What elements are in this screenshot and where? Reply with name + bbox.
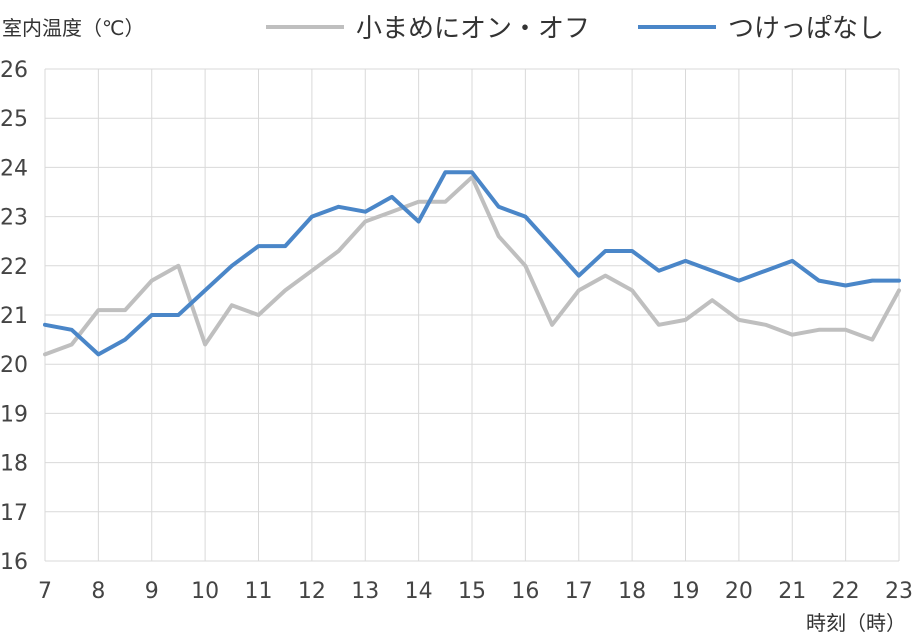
x-tick-label: 14 <box>405 579 433 604</box>
series-line-0 <box>43 175 901 357</box>
x-tick-label: 22 <box>832 579 860 604</box>
x-tick-label: 21 <box>778 579 806 604</box>
x-tick-label: 18 <box>618 579 646 604</box>
x-tick-label: 17 <box>565 579 593 604</box>
y-tick-label: 16 <box>0 550 28 575</box>
legend-label-series-0: 小まめにオン・オフ <box>356 14 590 44</box>
x-tick-label: 19 <box>672 579 700 604</box>
x-tick-label: 20 <box>725 579 753 604</box>
x-tick-label: 16 <box>511 579 539 604</box>
y-tick-label: 17 <box>0 501 28 526</box>
x-tick-label: 13 <box>351 579 379 604</box>
x-axis-title: 時刻（時） <box>806 611 906 635</box>
x-axis-ticks: 7 8 9 10 11 12 13 14 15 16 17 18 19 20 21 22 23 <box>38 579 913 604</box>
x-tick-label: 12 <box>298 579 326 604</box>
x-tick-label: 9 <box>145 579 159 604</box>
legend-label-series-1: つけっぱなし <box>728 14 884 44</box>
x-tick-label: 15 <box>458 579 486 604</box>
series-line-1 <box>43 170 901 357</box>
y-axis-ticks: 16 17 18 19 20 21 22 23 24 25 26 <box>0 58 28 575</box>
y-tick-label: 18 <box>0 452 28 477</box>
y-axis-title: 室内温度（℃） <box>2 16 144 40</box>
x-tick-label: 11 <box>245 579 273 604</box>
x-tick-label: 10 <box>191 579 219 604</box>
y-tick-label: 26 <box>0 58 28 83</box>
y-tick-label: 24 <box>0 156 28 181</box>
x-tick-label: 7 <box>38 579 52 604</box>
y-tick-label: 19 <box>0 402 28 427</box>
series-lines <box>43 170 901 357</box>
y-tick-label: 22 <box>0 255 28 280</box>
legend: 小まめにオン・オフ つけっぱなし <box>266 14 884 44</box>
y-tick-label: 20 <box>0 353 28 378</box>
x-tick-label: 8 <box>91 579 105 604</box>
x-tick-label: 23 <box>885 579 913 604</box>
y-tick-label: 21 <box>0 304 28 329</box>
y-tick-label: 25 <box>0 107 28 132</box>
y-tick-label: 23 <box>0 206 28 231</box>
